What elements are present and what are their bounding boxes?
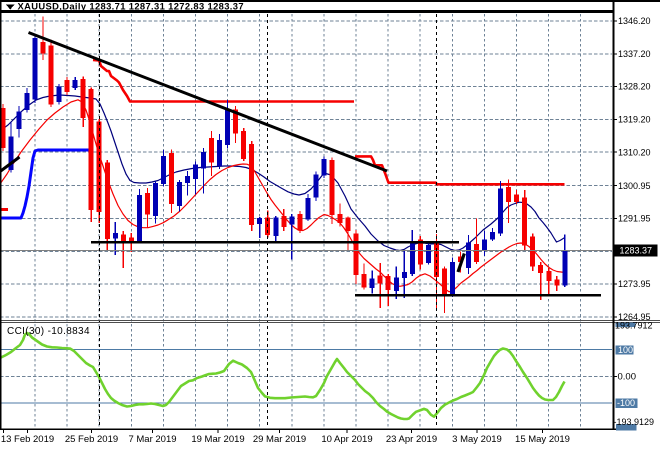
svg-text:1346.20: 1346.20: [618, 16, 651, 26]
svg-text:XAUUSD,Daily 1283.71 1287.31: XAUUSD,Daily 1283.71 1287.31 1272.83 128…: [18, 1, 244, 12]
svg-text:0.00: 0.00: [618, 372, 637, 383]
svg-text:29 Mar 2019: 29 Mar 2019: [253, 434, 306, 445]
svg-text:7 Mar 2019: 7 Mar 2019: [128, 434, 176, 445]
svg-text:1319.20: 1319.20: [618, 115, 651, 125]
svg-text:1337.20: 1337.20: [618, 49, 651, 59]
svg-text:1300.95: 1300.95: [618, 181, 651, 191]
svg-text:15 May 2019: 15 May 2019: [515, 434, 570, 445]
svg-text:25 Feb 2019: 25 Feb 2019: [65, 434, 118, 445]
svg-text:193.7912: 193.7912: [615, 321, 653, 331]
svg-text:-100: -100: [617, 398, 635, 408]
svg-text:1291.95: 1291.95: [618, 214, 651, 224]
svg-text:CCI(30) -10.8834: CCI(30) -10.8834: [7, 326, 90, 337]
svg-text:23 Apr 2019: 23 Apr 2019: [386, 434, 437, 445]
svg-text:10 Apr 2019: 10 Apr 2019: [321, 434, 372, 445]
svg-text:1283.37: 1283.37: [620, 246, 653, 256]
svg-text:13 Feb 2019: 13 Feb 2019: [1, 434, 54, 445]
svg-text:19 Mar 2019: 19 Mar 2019: [191, 434, 244, 445]
svg-text:3 May 2019: 3 May 2019: [452, 434, 502, 445]
svg-text:100: 100: [618, 345, 633, 355]
svg-text:1310.20: 1310.20: [618, 147, 651, 157]
svg-text:1273.95: 1273.95: [618, 279, 651, 289]
svg-text:1328.20: 1328.20: [618, 82, 651, 92]
svg-text:-193.9129: -193.9129: [614, 417, 655, 427]
svg-text:1264.95: 1264.95: [618, 312, 651, 322]
